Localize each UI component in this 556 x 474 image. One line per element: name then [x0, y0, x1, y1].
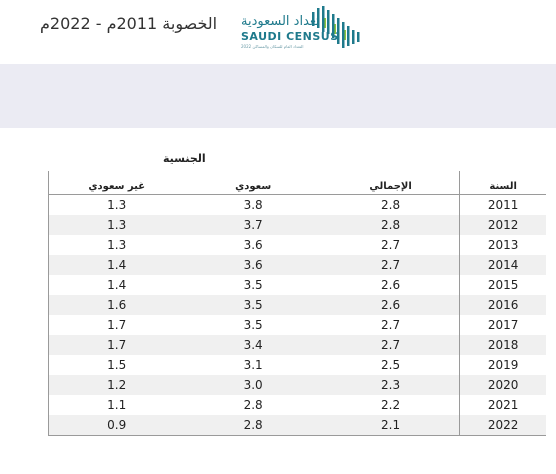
page-title: الخصوبة 2011م - 2022م: [40, 14, 218, 33]
cell-non-saudi: 1.3: [107, 238, 127, 252]
table-row: 1.3 3.7 2.8 2012: [48, 215, 546, 235]
cell-year: 2011: [459, 194, 546, 215]
cell-non-saudi: 1.3: [107, 198, 127, 212]
table-row: 1.7 3.5 2.7 2017: [49, 315, 546, 335]
logo-arabic-text: تعداد السعودية: [241, 14, 320, 29]
table-row: 1.3 3.6 2.7 2013: [49, 235, 546, 255]
table-row: 0.9 2.8 2.1 2022: [48, 415, 546, 436]
cell-total: 2.5: [381, 358, 401, 372]
column-header-non-saudi[interactable]: غير سعودي: [88, 181, 146, 192]
cell-total: 2.1: [381, 418, 401, 432]
nationality-group-label: الجنسية: [163, 152, 206, 165]
cell-saudi: 3.5: [243, 318, 263, 332]
table-row: 1.7 3.4 2.7 2018: [48, 335, 546, 355]
cell-year: 2017: [459, 315, 546, 335]
cell-total: 2.7: [381, 238, 401, 252]
banner: [0, 64, 556, 128]
cell-year: 2019: [459, 355, 546, 375]
cell-saudi: 2.8: [243, 418, 263, 432]
cell-non-saudi: 1.1: [107, 398, 127, 412]
cell-saudi: 3.1: [243, 358, 263, 372]
cell-non-saudi: 1.4: [107, 258, 127, 272]
table-row: 1.4 3.5 2.6 2015: [49, 275, 546, 295]
table-row: 1.2 3.0 2.3 2020: [48, 375, 546, 395]
cell-total: 2.7: [381, 318, 401, 332]
column-header-saudi[interactable]: سعودي: [235, 181, 272, 192]
cell-saudi: 3.5: [243, 298, 263, 312]
cell-non-saudi: 1.7: [107, 318, 127, 332]
cell-year: 2018: [459, 335, 546, 355]
cell-non-saudi: 1.2: [107, 378, 127, 392]
cell-total: 2.8: [381, 218, 401, 232]
logo-english-text: SAUDI CENSUS: [241, 30, 339, 43]
column-header-year[interactable]: السنة: [459, 171, 546, 195]
table-header-row: غير سعودي سعودي الإجمالي السنة: [48, 171, 546, 195]
cell-non-saudi: 0.9: [107, 418, 127, 432]
table-row: 1.3 3.8 2.8 2011: [49, 194, 546, 215]
cell-saudi: 3.5: [243, 278, 263, 292]
cell-year: 2016: [459, 295, 546, 315]
cell-non-saudi: 1.3: [107, 218, 127, 232]
census-bars-icon: [312, 6, 360, 48]
cell-non-saudi: 1.6: [107, 298, 127, 312]
cell-total: 2.2: [381, 398, 401, 412]
cell-total: 2.8: [381, 198, 401, 212]
cell-total: 2.6: [381, 298, 401, 312]
cell-year: 2021: [459, 395, 546, 415]
table-row: 1.6 3.5 2.6 2016: [48, 295, 546, 315]
cell-year: 2014: [459, 255, 546, 275]
cell-non-saudi: 1.5: [107, 358, 127, 372]
cell-total: 2.3: [381, 378, 401, 392]
cell-total: 2.7: [381, 338, 401, 352]
table-row: 1.4 3.6 2.7 2014: [48, 255, 546, 275]
table-row: 1.1 2.8 2.2 2021: [49, 395, 546, 415]
saudi-census-logo[interactable]: تعداد السعودية SAUDI CENSUS التعداد العا…: [238, 4, 374, 54]
fertility-table: غير سعودي سعودي الإجمالي السنة 1.3 3.8 2…: [48, 171, 546, 436]
cell-non-saudi: 1.7: [107, 338, 127, 352]
cell-year: 2020: [459, 375, 546, 395]
cell-saudi: 3.4: [243, 338, 263, 352]
cell-saudi: 2.8: [243, 398, 263, 412]
cell-total: 2.7: [381, 258, 401, 272]
cell-year: 2015: [459, 275, 546, 295]
cell-year: 2013: [459, 235, 546, 255]
cell-saudi: 3.8: [243, 198, 263, 212]
header: الخصوبة 2011م - 2022م تعداد السعودية SAU…: [0, 0, 556, 62]
cell-saudi: 3.7: [243, 218, 263, 232]
cell-saudi: 3.6: [243, 238, 263, 252]
cell-saudi: 3.6: [243, 258, 263, 272]
cell-saudi: 3.0: [243, 378, 263, 392]
cell-total: 2.6: [381, 278, 401, 292]
cell-year: 2012: [459, 215, 546, 235]
column-header-total[interactable]: الإجمالي: [369, 181, 412, 192]
cell-non-saudi: 1.4: [107, 278, 127, 292]
table-row: 1.5 3.1 2.5 2019: [49, 355, 546, 375]
logo-tagline: التعداد العام للسكان والمساكن 2022: [241, 44, 304, 49]
cell-year: 2022: [459, 415, 546, 436]
